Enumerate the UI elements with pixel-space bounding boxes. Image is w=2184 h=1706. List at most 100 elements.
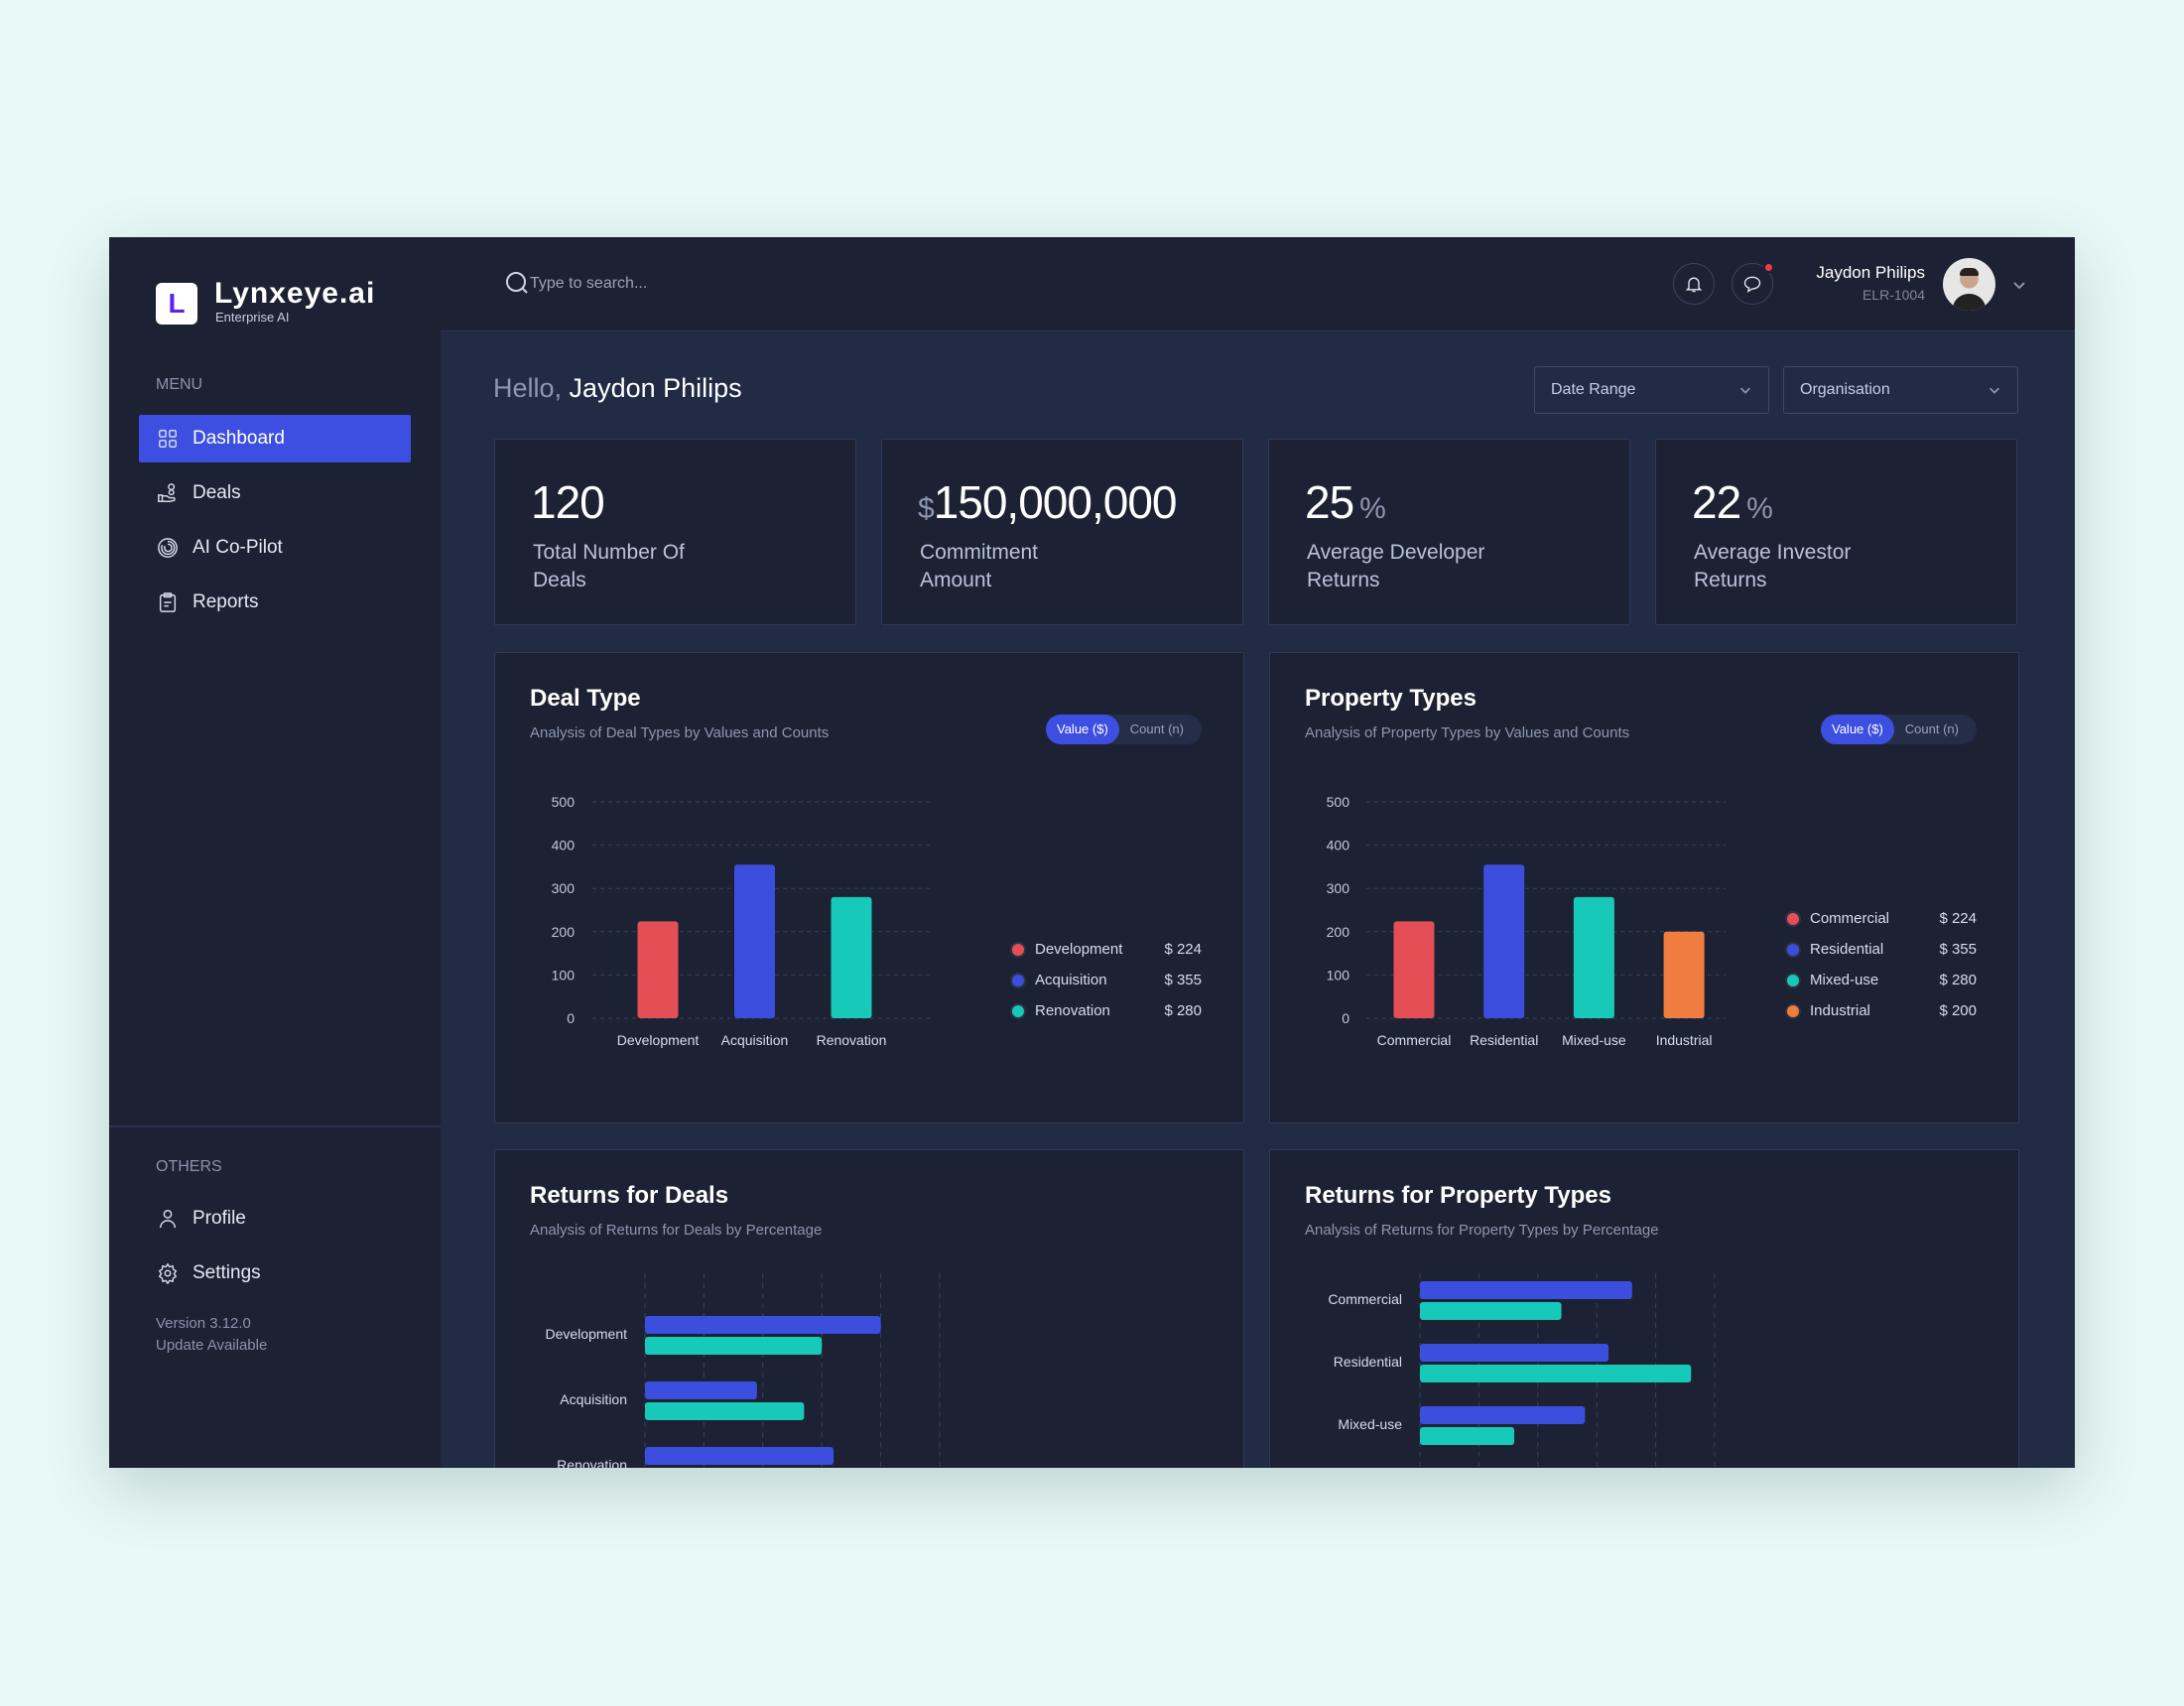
search-input[interactable] bbox=[530, 269, 927, 299]
gear-icon bbox=[158, 1262, 178, 1284]
bar-residential-blue[interactable] bbox=[1420, 1344, 1609, 1362]
bar-development-blue[interactable] bbox=[645, 1316, 881, 1334]
x-tick-label: Renovation bbox=[817, 1032, 887, 1048]
toggle-option-value[interactable]: Value ($) bbox=[1046, 715, 1119, 744]
legend-label: Residential bbox=[1810, 941, 1884, 958]
y-tick-label: 500 bbox=[1327, 794, 1350, 810]
toggle-option-count[interactable]: Count (n) bbox=[1904, 722, 1959, 736]
stat-number: 25 bbox=[1305, 476, 1354, 528]
y-tick-label: Development bbox=[546, 1326, 628, 1342]
returns-for-deals-chart-card: Returns for Deals Analysis of Returns for… bbox=[494, 1149, 1244, 1468]
clipboard-icon bbox=[159, 592, 177, 612]
logo: L bbox=[156, 283, 197, 325]
value-count-toggle[interactable]: Value ($) Count (n) bbox=[1046, 715, 1202, 744]
bar-residential[interactable] bbox=[1483, 864, 1525, 1018]
legend-value: $ 355 bbox=[1164, 972, 1202, 988]
value-count-toggle[interactable]: Value ($) Count (n) bbox=[1821, 715, 1977, 744]
chart-title: Returns for Property Types bbox=[1305, 1182, 1611, 1209]
stat-prefix: $ bbox=[918, 492, 935, 525]
bar-commercial-blue[interactable] bbox=[1420, 1281, 1632, 1299]
bar-renovation[interactable] bbox=[831, 896, 872, 1018]
stat-value: 25% bbox=[1305, 475, 1386, 529]
x-tick-label: Commercial bbox=[1377, 1032, 1452, 1048]
sidebar-item-profile[interactable]: Profile bbox=[139, 1195, 411, 1243]
greeting-user-name: Jaydon Philips bbox=[569, 373, 742, 403]
organisation-dropdown[interactable]: Organisation bbox=[1783, 366, 2018, 414]
legend-value: $ 280 bbox=[1164, 1002, 1202, 1019]
y-tick-label: 400 bbox=[1327, 838, 1350, 853]
notifications-button[interactable] bbox=[1673, 263, 1715, 305]
legend-label: Commercial bbox=[1810, 910, 1890, 927]
grid-icon bbox=[159, 430, 177, 448]
bar-residential-teal[interactable] bbox=[1420, 1365, 1692, 1382]
messages-button[interactable] bbox=[1732, 262, 1774, 305]
dropdown-label: Organisation bbox=[1800, 381, 1890, 398]
bar-renovation-blue[interactable] bbox=[645, 1447, 835, 1465]
sidebar-item-label: Dashboard bbox=[193, 428, 285, 449]
user-id: ELR-1004 bbox=[1862, 287, 1925, 303]
sidebar-item-dashboard[interactable]: Dashboard bbox=[139, 415, 411, 462]
bar-commercial[interactable] bbox=[1393, 921, 1435, 1018]
chart-title: Property Types bbox=[1305, 685, 1477, 712]
chart-subtitle: Analysis of Returns for Deals by Percent… bbox=[530, 1222, 823, 1239]
toggle-option-value[interactable]: Value ($) bbox=[1821, 715, 1894, 744]
legend-value: $ 355 bbox=[1939, 941, 1977, 958]
stat-value: 120 bbox=[531, 475, 610, 529]
sidebar-divider bbox=[109, 1125, 441, 1127]
brand-subtitle: Enterprise AI bbox=[215, 310, 290, 325]
bar-mixed-use[interactable] bbox=[1573, 896, 1614, 1018]
logo-letter: L bbox=[168, 288, 186, 319]
toggle-option-count[interactable]: Count (n) bbox=[1129, 722, 1184, 736]
date-range-dropdown[interactable]: Date Range bbox=[1534, 366, 1769, 414]
bar-development[interactable] bbox=[637, 921, 679, 1018]
stat-label-line: Average Investor bbox=[1694, 541, 1852, 564]
chart-title: Returns for Deals bbox=[530, 1182, 729, 1209]
y-tick-label: Commercial bbox=[1328, 1291, 1402, 1307]
y-tick-label: 300 bbox=[552, 880, 576, 896]
user-name: Jaydon Philips bbox=[1816, 263, 1925, 282]
chart-subtitle: Analysis of Returns for Property Types b… bbox=[1305, 1222, 1659, 1239]
x-tick-label: Residential bbox=[1470, 1032, 1538, 1048]
y-tick-label: 0 bbox=[1342, 1010, 1349, 1026]
avatar[interactable] bbox=[1943, 258, 1995, 311]
update-available-link[interactable]: Update Available bbox=[156, 1337, 268, 1354]
bell-icon bbox=[1685, 277, 1703, 293]
sidebar-item-reports[interactable]: Reports bbox=[139, 579, 411, 626]
legend-item: Renovation $ 280 bbox=[1012, 1002, 1202, 1019]
bar-commercial-teal[interactable] bbox=[1420, 1302, 1562, 1320]
stat-label-line: Total Number Of bbox=[533, 541, 685, 564]
legend-label: Industrial bbox=[1810, 1002, 1870, 1019]
bar-development-teal[interactable] bbox=[645, 1337, 823, 1355]
sidebar-item-ai-co-pilot[interactable]: AI Co-Pilot bbox=[139, 524, 411, 572]
bar-acquisition-blue[interactable] bbox=[645, 1381, 757, 1399]
total-deals-card: 120 Total Number Of Deals bbox=[494, 439, 856, 625]
bar-mixed-use-blue[interactable] bbox=[1420, 1406, 1586, 1424]
legend-item: Mixed-use $ 280 bbox=[1787, 972, 1977, 988]
sidebar-item-settings[interactable]: Settings bbox=[139, 1249, 411, 1297]
bar-industrial[interactable] bbox=[1663, 931, 1705, 1018]
spiral-icon bbox=[158, 538, 178, 558]
x-tick-label: Industrial bbox=[1656, 1032, 1713, 1048]
y-tick-label: 0 bbox=[567, 1010, 575, 1026]
x-tick-label: Mixed-use bbox=[1562, 1032, 1626, 1048]
sidebar-item-deals[interactable]: Deals bbox=[139, 469, 411, 517]
stat-value: 22% bbox=[1692, 475, 1773, 529]
dropdown-label: Date Range bbox=[1551, 381, 1636, 398]
bar-acquisition-teal[interactable] bbox=[645, 1402, 805, 1420]
y-tick-label: Renovation bbox=[557, 1457, 627, 1468]
legend-value: $ 200 bbox=[1939, 1002, 1977, 1019]
greeting: Hello, Jaydon Philips bbox=[493, 373, 742, 404]
x-tick-label: Acquisition bbox=[721, 1032, 789, 1048]
user-icon bbox=[159, 1210, 177, 1229]
bar-mixed-use-teal[interactable] bbox=[1420, 1427, 1515, 1445]
bar-acquisition[interactable] bbox=[734, 864, 775, 1018]
stat-suffix: % bbox=[1359, 492, 1386, 525]
stat-number: 150,000,000 bbox=[933, 476, 1178, 528]
chevron-down-icon[interactable] bbox=[2011, 277, 2027, 293]
legend-label: Acquisition bbox=[1035, 972, 1107, 988]
stat-label-line: Returns bbox=[1307, 569, 1380, 591]
chart-svg: Development Acquisition Renovation bbox=[546, 1273, 941, 1468]
returns-for-property-types-chart-card: Returns for Property Types Analysis of Re… bbox=[1269, 1149, 2019, 1468]
sidebar-item-label: Deals bbox=[193, 482, 241, 503]
chart-title: Deal Type bbox=[530, 685, 641, 712]
